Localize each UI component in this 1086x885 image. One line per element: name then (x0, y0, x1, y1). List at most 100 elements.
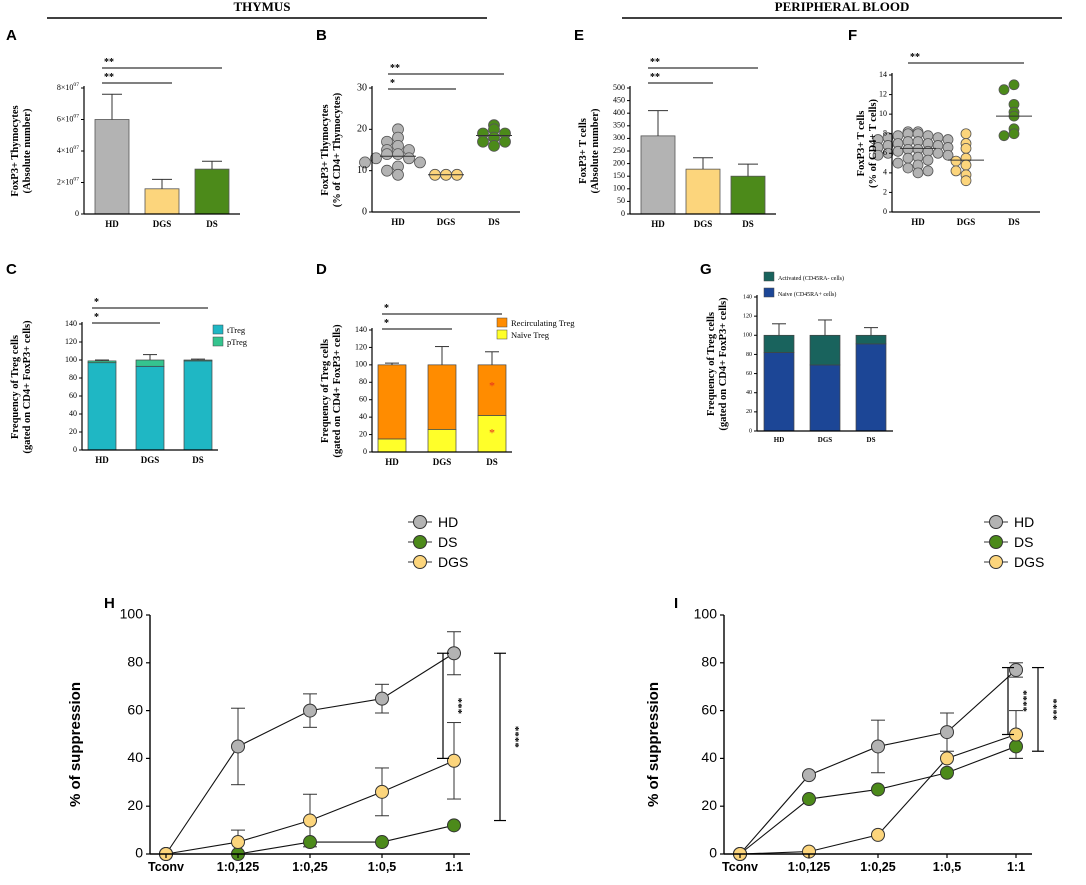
y-tick-label: 100 (120, 606, 144, 622)
legend-label: DGS (1014, 554, 1044, 570)
x-tick-label: 1:0,125 (788, 860, 830, 874)
y-tick-label: 0 (73, 445, 77, 454)
legend-swatch (763, 287, 775, 298)
x-tick-label: Tconv (722, 860, 758, 874)
data-point (447, 646, 461, 661)
legend-label: DGS (438, 554, 468, 570)
y-tick-label: 140 (65, 319, 77, 328)
y-axis-label: % of suppression (645, 682, 662, 807)
y-tick-label: 50 (617, 196, 625, 205)
data-point (902, 162, 914, 174)
stacked-segment (809, 334, 841, 366)
y-tick-label: 40 (701, 749, 717, 765)
bar (730, 175, 766, 215)
data-point (359, 156, 371, 169)
data-point (871, 827, 885, 842)
bar (640, 135, 676, 215)
data-point (392, 148, 404, 161)
y-axis-label: FoxP3+ Thymocytes(Absolute number) (10, 105, 33, 196)
x-tick-label: DS (486, 457, 498, 467)
x-tick-label: HD (385, 457, 399, 467)
data-point (499, 135, 511, 148)
chart-g: 0 20 40 60 80 100 120 140 HD DGS DS G Frequency of T… (700, 261, 893, 444)
y-tick-label: 20 (127, 797, 143, 813)
x-tick-label: 1:1 (1007, 860, 1025, 874)
stacked-segment (477, 415, 507, 453)
x-tick-label: Tconv (148, 860, 184, 874)
data-point (922, 165, 934, 177)
legend-marker (989, 535, 1003, 549)
star-marker: * (489, 425, 495, 439)
legend-swatch (496, 317, 508, 328)
y-tick-label: 500 (613, 83, 625, 92)
y-axis-label: Frequency of Treg cells(gated on CD4+ Fo… (706, 297, 729, 431)
chart-c: 0 20 40 60 80 100 120 140 HD DGS DS C Frequency of T… (6, 261, 248, 465)
stacked-segment (183, 359, 213, 362)
significance-label: * (94, 312, 99, 323)
significance-label: * (94, 297, 99, 308)
panel-letter: C (6, 261, 17, 278)
x-tick-label: DS (1008, 217, 1020, 227)
y-tick-label: 0 (749, 428, 752, 434)
y-tick-label: 300 (613, 133, 625, 142)
data-point (1008, 128, 1020, 140)
legend-label: Naive (CD45RA+ cells) (778, 291, 836, 298)
y-axis-label: Frequency of Treg cells(gated on CD4+ Fo… (320, 324, 343, 458)
data-point (802, 844, 816, 859)
data-point (477, 135, 489, 148)
bracket-label: **** (509, 726, 521, 749)
x-tick-label: 1:1 (445, 860, 463, 874)
y-tick-label: 100 (65, 355, 77, 364)
data-point (381, 148, 393, 161)
significance-label: * (390, 78, 395, 89)
stacked-segment (763, 352, 795, 432)
data-point (447, 753, 461, 768)
stacked-segment (377, 438, 407, 453)
y-tick-label: 400 (613, 108, 625, 117)
x-tick-label: DGS (957, 217, 976, 227)
legend-marker (413, 515, 427, 529)
data-point (375, 835, 389, 850)
legend-label: HD (438, 514, 458, 530)
x-tick-label: HD (651, 219, 665, 229)
data-point (370, 152, 382, 165)
data-point (381, 164, 393, 177)
panel-letter: D (316, 261, 327, 278)
legend-label: DS (438, 534, 457, 550)
chart-d: * * 0 20 40 60 80 100 120 140 HD DGS DS D Frequency of… (316, 261, 575, 467)
legend-marker (989, 515, 1003, 529)
legend-label: HD (1014, 514, 1034, 530)
legend-marker (989, 555, 1003, 569)
data-point (912, 167, 924, 179)
y-tick-label: 20 (69, 427, 77, 436)
y-tick-label: 40 (69, 409, 77, 418)
y-tick-label: 120 (743, 314, 752, 320)
y-tick-label: 60 (701, 701, 717, 717)
y-axis-label: % of suppression (67, 682, 84, 807)
significance-label: ** (910, 52, 920, 63)
y-tick-label: 80 (69, 373, 77, 382)
panel-letter: B (316, 27, 327, 44)
data-point (940, 725, 954, 740)
stacked-segment (809, 364, 841, 432)
y-tick-label: 0 (362, 206, 367, 217)
bracket-label: **** (1047, 698, 1059, 721)
stacked-segment (427, 364, 457, 430)
stacked-segment (135, 359, 165, 367)
data-point (872, 149, 884, 161)
legend-swatch (212, 336, 224, 347)
y-tick-label: 20 (359, 429, 367, 438)
y-tick-label: 40 (746, 390, 752, 396)
y-tick-label: 2 (883, 187, 887, 196)
y-tick-label: 0 (75, 209, 79, 218)
legend-label: DS (1014, 534, 1033, 550)
stacked-segment (183, 360, 213, 451)
significance-label: ** (650, 57, 660, 68)
y-tick-label: 200 (613, 158, 625, 167)
legend-marker (413, 555, 427, 569)
y-axis-label: FoxP3+ Thymocytes(% of CD4+ Thymocytes) (320, 92, 343, 207)
chart-i: 0 20 40 60 80 100 Tconv 1:0,125 1:0,25 1:0,5 1:1 I%… (645, 514, 1059, 874)
stacked-segment (855, 343, 887, 432)
data-point (1008, 79, 1020, 91)
data-point (940, 751, 954, 766)
